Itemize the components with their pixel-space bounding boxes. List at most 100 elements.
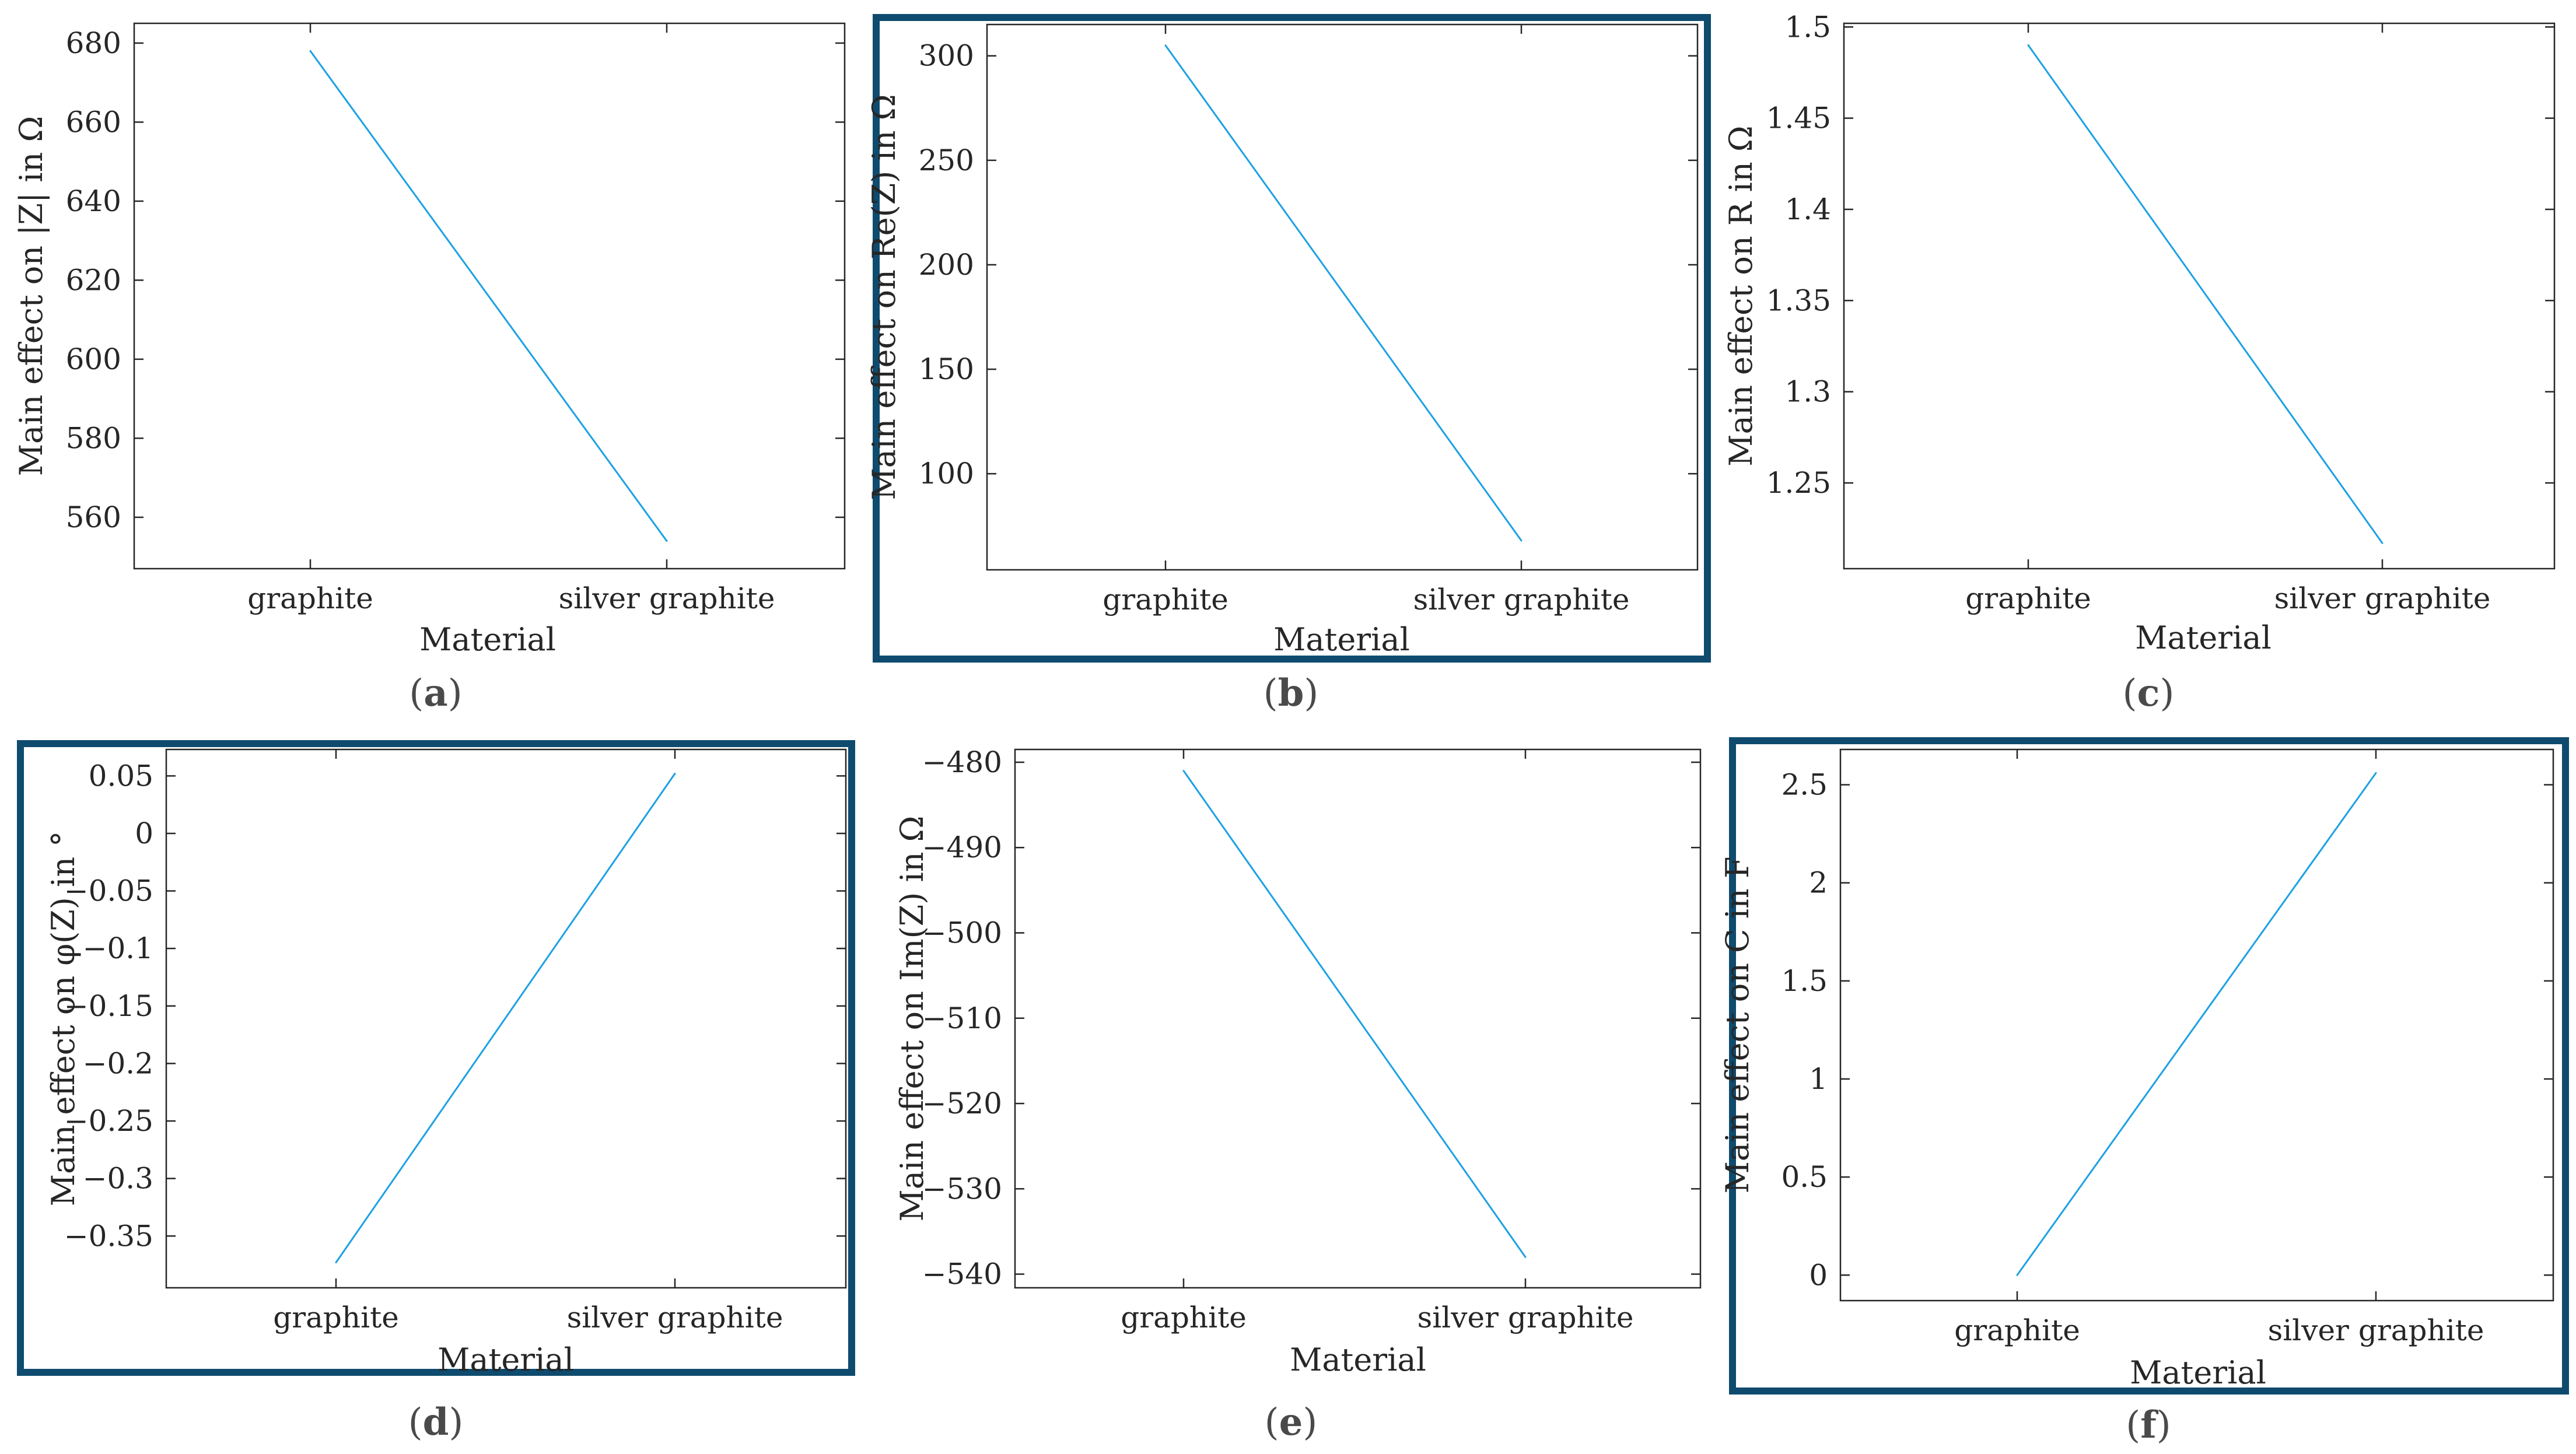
x-axis-label: Material <box>438 1341 574 1378</box>
panel-caption: (a) <box>409 671 462 715</box>
caption-letter: a <box>424 671 447 715</box>
caption-open: ( <box>2123 672 2137 715</box>
y-tick-label: −540 <box>922 1257 1002 1291</box>
data-point <box>674 772 676 775</box>
y-tick-label: −0.05 <box>64 874 153 908</box>
x-tick-label: graphite <box>273 1301 399 1334</box>
highlight-frame <box>17 740 855 1376</box>
data-point <box>2027 44 2029 47</box>
data-point <box>1182 770 1185 772</box>
caption-letter: c <box>2137 671 2160 715</box>
y-tick-label: −490 <box>922 831 1002 864</box>
highlight-frame <box>1729 737 2569 1395</box>
caption-close: ) <box>2157 1404 2171 1447</box>
caption-close: ) <box>1304 672 1318 715</box>
series-line <box>2027 44 2384 544</box>
y-tick-label: −500 <box>922 916 1002 950</box>
x-axis-label: Material <box>1273 621 1410 658</box>
x-tick-label: silver graphite <box>2274 581 2491 615</box>
panel-caption: (d) <box>408 1400 464 1444</box>
chart-panel-a: 560 580 600 620 640 660 680 graphite silver grap… <box>13 22 846 715</box>
y-tick-label: 1.5 <box>1784 10 1831 44</box>
y-tick-label: 560 <box>66 500 121 534</box>
chart-panel-d: −0.35 −0.3 −0.25 −0.2 −0.15 −0.1 −0.05 0 0.05 gra… <box>17 740 855 1444</box>
x-tick-label: silver graphite <box>559 581 775 615</box>
y-axis-label: Main effect on C in F <box>1719 857 1756 1194</box>
x-tick-label: graphite <box>1954 1313 2080 1347</box>
x-tick-label: silver graphite <box>567 1301 783 1334</box>
y-axis-label: Main effect on |Z| in Ω <box>13 116 50 477</box>
y-tick-label: −0.2 <box>83 1046 153 1080</box>
caption-close: ) <box>2160 672 2174 715</box>
caption-close: ) <box>448 672 463 715</box>
x-tick-label: graphite <box>247 581 373 615</box>
caption-letter: f <box>2140 1403 2158 1447</box>
y-axis-label: Main effect on φ(Z) in ° <box>45 831 82 1206</box>
x-tick-label: graphite <box>1121 1301 1247 1334</box>
y-tick-label: 300 <box>919 39 974 73</box>
caption-open: ( <box>1264 672 1278 715</box>
x-tick-label: silver graphite <box>1413 583 1630 616</box>
x-tick-label: silver graphite <box>1418 1301 1634 1334</box>
caption-open: ( <box>409 672 424 715</box>
panel-caption: (f) <box>2126 1403 2171 1447</box>
y-tick-label: 1.3 <box>1784 375 1831 409</box>
y-tick-label: 150 <box>919 352 974 386</box>
x-axis-label: Material <box>2135 619 2272 656</box>
y-tick-label: −510 <box>922 1001 1002 1035</box>
chart-panel-c: 1.25 1.3 1.35 1.4 1.45 1.5 graphite silver grap… <box>1723 10 2556 715</box>
caption-close: ) <box>1303 1401 1317 1444</box>
y-tick-label: 200 <box>919 248 974 282</box>
plot-area <box>986 23 1699 571</box>
chart-panel-e: −540 −530 −520 −510 −500 −490 −480 graphite silv… <box>894 745 1702 1444</box>
caption-open: ( <box>1265 1401 1279 1444</box>
highlight-frame <box>873 14 1711 663</box>
y-tick-label: 100 <box>919 457 974 490</box>
data-point <box>335 1262 337 1264</box>
y-tick-label: 2 <box>1809 866 1828 900</box>
y-tick-label: 1.25 <box>1766 466 1831 500</box>
caption-open: ( <box>2126 1404 2140 1447</box>
x-tick-label: silver graphite <box>2268 1313 2484 1347</box>
series-line <box>1164 44 1522 541</box>
plot-area <box>1843 22 2556 570</box>
y-tick-label: 1 <box>1809 1062 1828 1096</box>
y-tick-label: −530 <box>922 1172 1002 1206</box>
x-tick-label: graphite <box>1965 581 2091 615</box>
y-tick-label: 1.45 <box>1766 101 1831 135</box>
y-tick-label: 2.5 <box>1781 768 1828 802</box>
y-axis-label: Main effect on Im(Z) in Ω <box>894 816 930 1222</box>
y-tick-label: −520 <box>922 1087 1002 1120</box>
series-line <box>335 773 676 1263</box>
y-tick-label: 1.5 <box>1781 964 1828 998</box>
data-point <box>1164 44 1167 47</box>
y-tick-label: −0.1 <box>83 931 153 965</box>
y-tick-label: −0.35 <box>64 1219 153 1253</box>
caption-close: ) <box>449 1401 463 1444</box>
caption-letter: e <box>1279 1400 1303 1444</box>
series-line <box>309 50 668 542</box>
series-line <box>2016 772 2377 1276</box>
caption-open: ( <box>408 1401 423 1444</box>
y-tick-label: −0.3 <box>83 1162 153 1196</box>
data-point <box>2381 542 2384 544</box>
y-tick-label: 0 <box>1809 1258 1828 1292</box>
y-axis-label: Main effect on R in Ω <box>1723 125 1759 466</box>
data-point <box>1524 1256 1527 1258</box>
y-tick-label: 1.4 <box>1784 192 1831 226</box>
panel-caption: (c) <box>2123 671 2175 715</box>
series-line <box>1182 770 1527 1258</box>
y-tick-label: 620 <box>66 263 121 297</box>
y-tick-label: −0.15 <box>64 989 153 1023</box>
y-tick-label: −480 <box>922 745 1002 779</box>
y-tick-label: 660 <box>66 105 121 139</box>
y-tick-label: 250 <box>919 143 974 177</box>
chart-panel-f: 0 0.5 1 1.5 2 2.5 graphite silver graphiteMater… <box>1719 737 2569 1447</box>
y-tick-label: 0.5 <box>1781 1160 1828 1194</box>
caption-letter: b <box>1278 671 1304 715</box>
data-point <box>2375 772 2377 774</box>
y-tick-label: 580 <box>66 421 121 455</box>
x-axis-label: Material <box>1290 1341 1426 1378</box>
